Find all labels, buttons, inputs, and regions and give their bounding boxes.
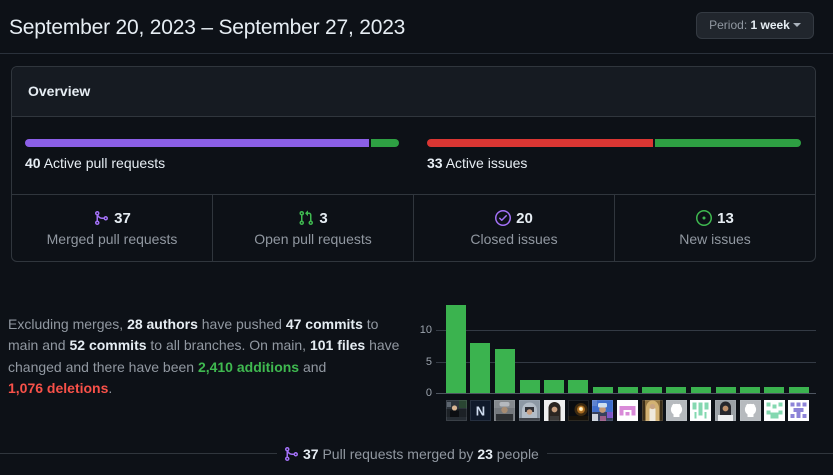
svg-text:N: N xyxy=(476,404,485,419)
